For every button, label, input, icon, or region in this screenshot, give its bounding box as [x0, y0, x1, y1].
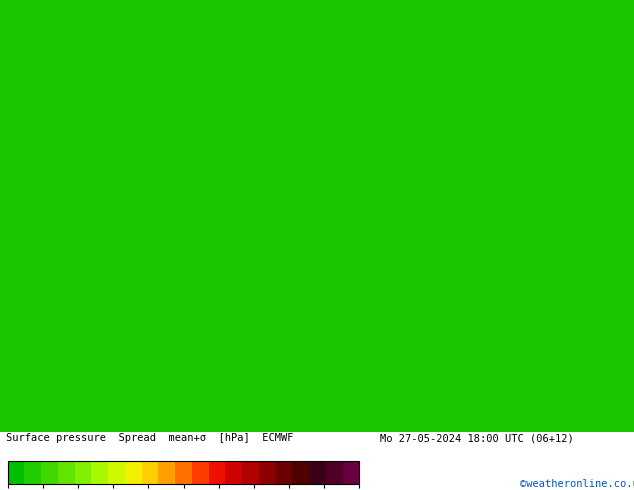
- Text: ©weatheronline.co.uk: ©weatheronline.co.uk: [520, 479, 634, 489]
- Text: Surface pressure  Spread  mean+σ  [hPa]  ECMWF: Surface pressure Spread mean+σ [hPa] ECM…: [6, 433, 294, 443]
- Text: Mo 27-05-2024 18:00 UTC (06+12): Mo 27-05-2024 18:00 UTC (06+12): [380, 433, 574, 443]
